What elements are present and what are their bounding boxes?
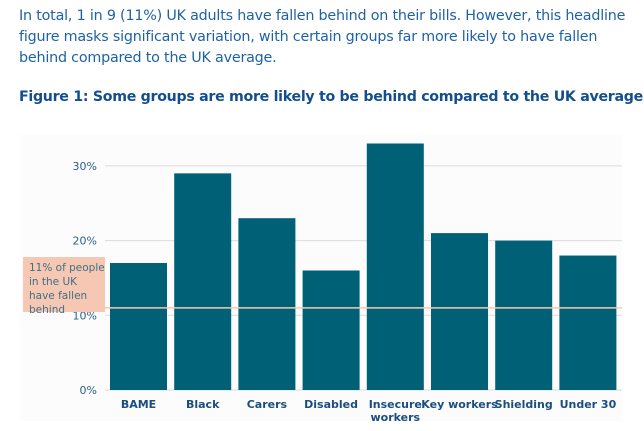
x-tick-label: Key workers <box>421 398 498 411</box>
bar-key-workers <box>431 233 488 390</box>
chart-title: Figure 1: Some groups are more likely to… <box>19 89 643 105</box>
x-tick-label: Shielding <box>495 398 553 411</box>
y-tick-label: 10% <box>73 309 97 322</box>
y-tick-label: 0% <box>80 384 97 397</box>
bar-under-30 <box>559 255 617 390</box>
x-tick-label: Black <box>186 398 220 411</box>
bar-carers <box>238 218 296 390</box>
y-tick-label: 30% <box>73 160 97 173</box>
x-tick-label: BAME <box>121 398 156 411</box>
bar-shielding <box>495 240 553 390</box>
y-tick-label: 20% <box>73 235 97 248</box>
x-tick-label: Disabled <box>304 398 358 411</box>
reference-line-label: 11% of people in the UK have fallen behi… <box>23 257 105 316</box>
bar-insecure-workers <box>366 143 424 390</box>
bar-bame <box>110 263 167 390</box>
x-tick-label: Insecure workers <box>369 398 422 424</box>
bar-black <box>174 173 232 390</box>
bar-disabled <box>302 270 360 390</box>
x-tick-label: Carers <box>247 398 288 411</box>
x-tick-label: Under 30 <box>560 398 617 411</box>
intro-paragraph: In total, 1 in 9 (11%) UK adults have fa… <box>19 8 626 66</box>
